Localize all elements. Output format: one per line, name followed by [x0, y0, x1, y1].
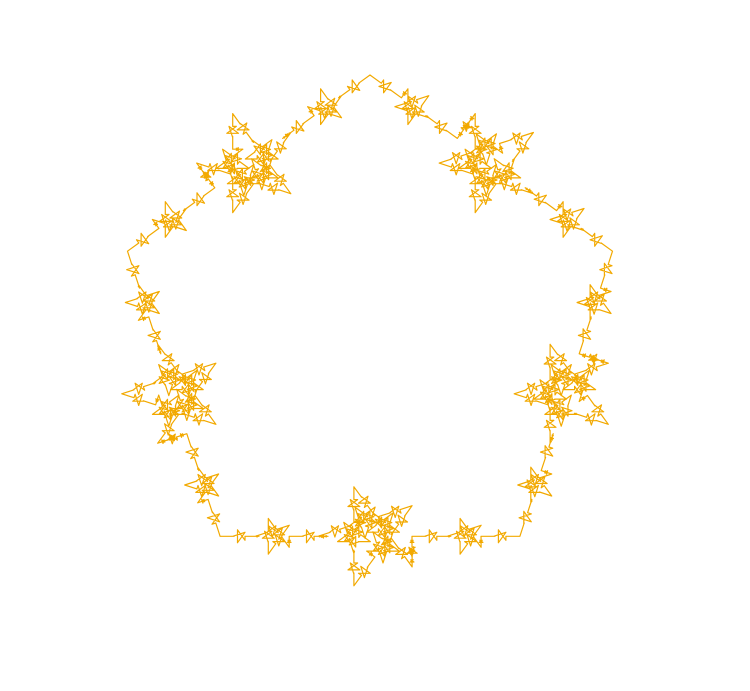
fractal-path [121, 74, 614, 587]
fractal-strokes [121, 74, 614, 587]
